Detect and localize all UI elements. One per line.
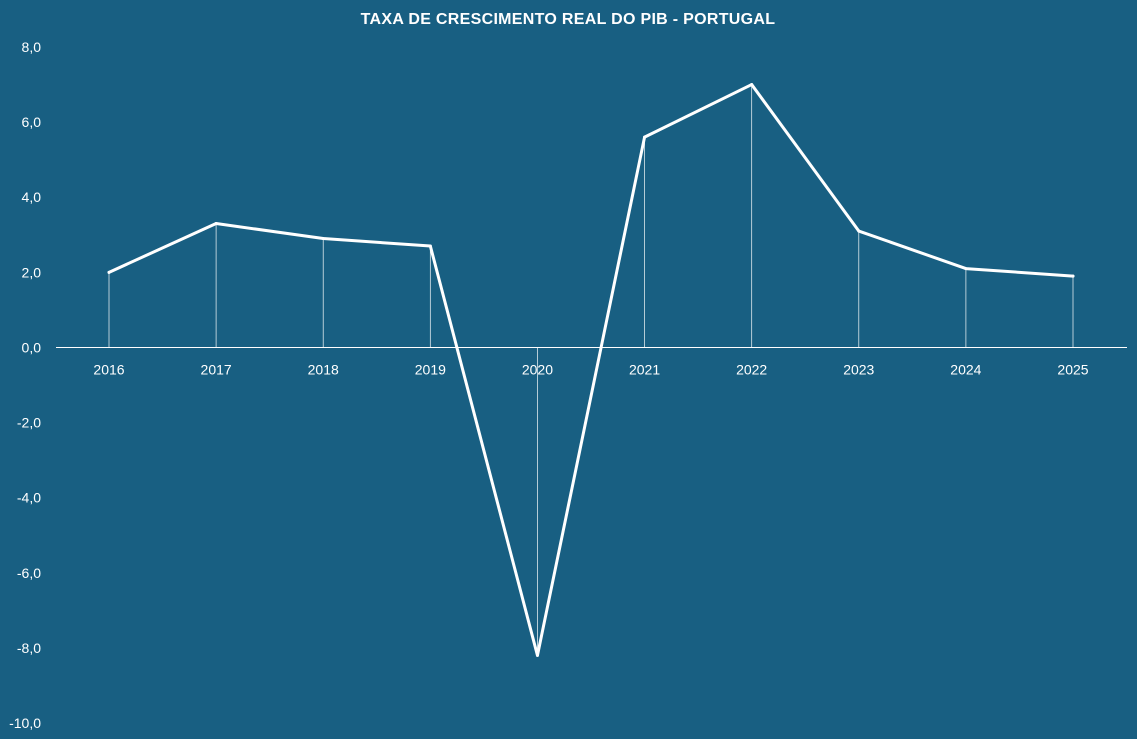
x-tick-label: 2022 <box>736 361 767 377</box>
x-tick-label: 2020 <box>522 361 553 377</box>
x-tick-label: 2025 <box>1057 361 1088 377</box>
series-line <box>107 83 1075 657</box>
x-tick-label: 2019 <box>415 361 446 377</box>
x-axis-ticks: 2016 2017 2018 2019 2020 2021 2022 2023 2024 2025 <box>93 361 1088 377</box>
drop-lines <box>108 84 1074 656</box>
y-tick-label: -10,0 <box>9 715 41 731</box>
x-tick-label: 2021 <box>629 361 660 377</box>
series-layer <box>107 83 1075 657</box>
data-point <box>428 244 432 248</box>
data-point <box>107 270 111 274</box>
y-axis-ticks: 8,0 6,0 4,0 2,0 0,0 -2,0 -4,0 -6,0 -8,0 -10,0 <box>9 39 41 731</box>
data-point <box>214 222 218 226</box>
data-point <box>857 229 861 233</box>
data-point <box>643 135 647 139</box>
y-tick-label: 2,0 <box>22 264 42 280</box>
x-tick-label: 2024 <box>950 361 981 377</box>
chart-title: TAXA DE CRESCIMENTO REAL DO PIB - PORTUG… <box>361 11 776 28</box>
x-tick-label: 2017 <box>201 361 232 377</box>
y-tick-label: 4,0 <box>22 189 42 205</box>
y-tick-label: 8,0 <box>22 39 42 55</box>
y-tick-label: 0,0 <box>22 339 42 355</box>
data-point <box>750 83 754 87</box>
y-tick-label: -8,0 <box>17 640 41 656</box>
y-tick-label: -4,0 <box>17 490 41 506</box>
x-tick-label: 2018 <box>308 361 339 377</box>
data-point <box>1071 274 1075 278</box>
data-point <box>321 237 325 241</box>
y-tick-label: 6,0 <box>22 114 42 130</box>
data-point <box>535 653 539 657</box>
data-point <box>964 267 968 271</box>
x-tick-label: 2023 <box>843 361 874 377</box>
y-tick-label: -6,0 <box>17 565 41 581</box>
x-tick-label: 2016 <box>93 361 124 377</box>
y-tick-label: -2,0 <box>17 415 41 431</box>
